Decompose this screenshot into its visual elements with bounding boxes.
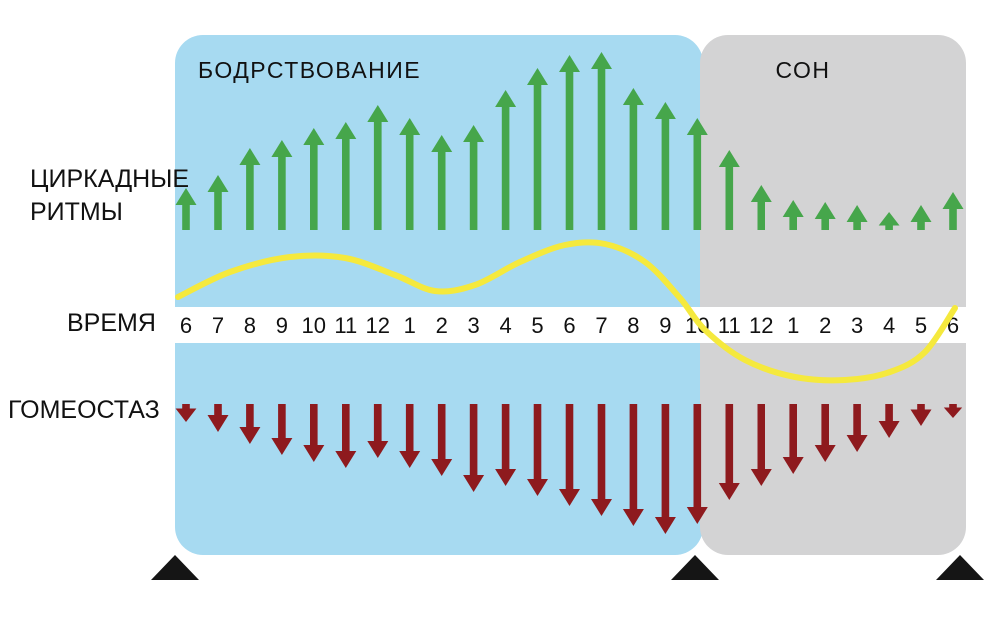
- circadian-axis-label: ЦИРКАДНЫЕ РИТМЫ: [30, 163, 189, 229]
- sleep-region-label: СОН: [775, 57, 831, 83]
- circadian-arrow: [207, 175, 229, 230]
- homeostasis-arrow: [463, 404, 485, 492]
- circadian-arrow: [175, 188, 197, 230]
- hour-label: 3: [851, 313, 863, 338]
- circadian-arrow: [367, 105, 389, 230]
- homeostasis-arrow: [271, 404, 293, 455]
- homeostasis-arrow: [495, 404, 517, 486]
- homeostasis-arrow: [207, 404, 229, 432]
- circadian-axis-label-line2: РИТМЫ: [30, 198, 123, 226]
- yellow-curve: [175, 239, 958, 384]
- hour-label: 1: [404, 313, 416, 338]
- homeostasis-arrow: [750, 404, 772, 486]
- hour-label: 1: [787, 313, 799, 338]
- hour-label: 7: [212, 313, 224, 338]
- circadian-arrow: [654, 102, 676, 230]
- circadian-arrow: [495, 90, 517, 230]
- homeostasis-arrow: [239, 404, 261, 444]
- homeostasis-arrow: [846, 404, 868, 452]
- homeostasis-axis-label: ГОМЕОСТАЗ: [8, 396, 160, 424]
- circadian-arrow: [431, 135, 453, 230]
- time-axis-labels: 6 7 8 9 10 11 12 1 2 3 4 5 6 7 8 9 10 11 12 1 2 3 4 5 6: [180, 313, 959, 338]
- circadian-axis-label-line1: ЦИРКАДНЫЕ: [30, 165, 189, 193]
- hour-label: 4: [883, 313, 895, 338]
- hour-label: 9: [659, 313, 671, 338]
- hour-label: 12: [366, 313, 390, 338]
- marker-triangle: [671, 555, 719, 580]
- hour-label: 10: [302, 313, 326, 338]
- hour-label: 11: [334, 313, 357, 338]
- homeostasis-arrow: [175, 404, 197, 422]
- hour-label: 7: [595, 313, 607, 338]
- circadian-arrow: [622, 88, 644, 230]
- circadian-arrow: [878, 212, 900, 230]
- circadian-arrow: [463, 125, 485, 230]
- circadian-arrow: [814, 202, 836, 230]
- circadian-arrow: [910, 205, 932, 230]
- homeostasis-arrow: [910, 404, 932, 426]
- hour-label: 2: [819, 313, 831, 338]
- homeostasis-arrow: [622, 404, 644, 526]
- circadian-arrow: [271, 140, 293, 230]
- hour-label: 6: [180, 313, 192, 338]
- hour-label: 8: [244, 313, 256, 338]
- hour-label: 9: [276, 313, 288, 338]
- hour-label: 5: [531, 313, 543, 338]
- wake-region: [175, 35, 703, 555]
- homeostasis-arrow: [878, 404, 900, 438]
- homeostasis-arrow: [399, 404, 421, 468]
- circadian-arrow: [591, 52, 612, 230]
- hour-label: 4: [499, 313, 511, 338]
- circadian-arrow: [750, 185, 772, 230]
- time-axis-label: ВРЕМЯ: [67, 309, 156, 337]
- circadian-arrow: [399, 118, 421, 230]
- homeostasis-arrow: [591, 404, 612, 516]
- circadian-arrow: [559, 55, 580, 230]
- circadian-arrow: [942, 192, 964, 230]
- circadian-arrow: [846, 205, 868, 230]
- homeostasis-arrow: [943, 404, 963, 418]
- homeostasis-arrow: [654, 404, 676, 534]
- circadian-arrow: [239, 148, 261, 230]
- hour-label: 3: [467, 313, 479, 338]
- homeostasis-arrow: [782, 404, 804, 474]
- sleep-region: [700, 35, 966, 555]
- circadian-arrow: [686, 118, 708, 230]
- homeostasis-arrows: [175, 404, 963, 534]
- homeostasis-arrow: [367, 404, 389, 458]
- circadian-arrows: [175, 52, 964, 230]
- circadian-arrow: [335, 122, 357, 230]
- hour-label: 8: [627, 313, 639, 338]
- hour-label: 11: [718, 313, 741, 338]
- homeostasis-arrow: [335, 404, 357, 468]
- homeostasis-arrow: [559, 404, 580, 506]
- circadian-arrow: [303, 128, 325, 230]
- hour-label: 6: [563, 313, 575, 338]
- time-axis-band: [0, 307, 968, 343]
- bottom-markers: [151, 555, 984, 580]
- homeostasis-arrow: [686, 404, 708, 524]
- hour-label: 2: [436, 313, 448, 338]
- homeostasis-arrow: [718, 404, 740, 500]
- circadian-arrow: [718, 150, 740, 230]
- hour-label: 12: [749, 313, 773, 338]
- homeostasis-arrow: [431, 404, 453, 476]
- marker-triangle: [151, 555, 199, 580]
- homeostasis-arrow: [527, 404, 548, 496]
- circadian-arrow: [527, 68, 548, 230]
- circadian-arrow: [782, 200, 804, 230]
- homeostasis-arrow: [814, 404, 836, 462]
- marker-triangle: [936, 555, 984, 580]
- wake-region-label: БОДРСТВОВАНИЕ: [198, 57, 422, 83]
- homeostasis-arrow: [303, 404, 325, 462]
- hour-label: 5: [915, 313, 927, 338]
